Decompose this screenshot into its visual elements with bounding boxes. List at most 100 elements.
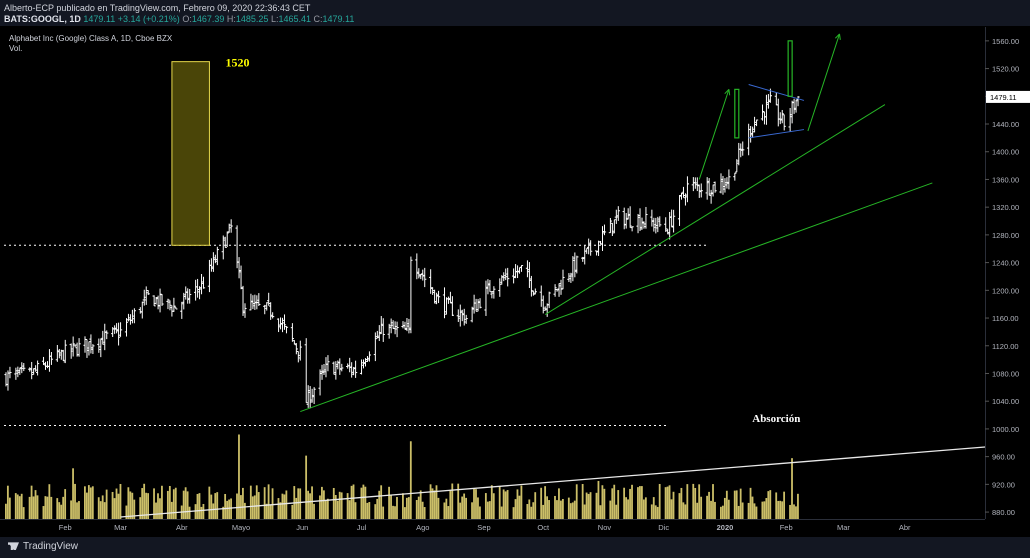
ohlc-bar bbox=[630, 226, 634, 232]
ohlc-bar bbox=[741, 141, 745, 156]
ohlc-bar bbox=[492, 286, 496, 299]
projection-arrow-2-head bbox=[839, 33, 841, 40]
ohlc-bar bbox=[670, 209, 674, 228]
volume-bar bbox=[403, 507, 406, 519]
ohlc-bar bbox=[332, 361, 336, 375]
volume-bar bbox=[642, 499, 645, 519]
volume-bar bbox=[153, 488, 155, 519]
ohlc-bar bbox=[450, 296, 454, 316]
volume-bar bbox=[644, 497, 647, 519]
volume-bar bbox=[299, 488, 302, 519]
volume-bar bbox=[360, 487, 363, 519]
ohlc-bar bbox=[304, 338, 308, 404]
volume-bar bbox=[338, 491, 341, 519]
ohlc-bar bbox=[91, 344, 95, 355]
ohlc-bar bbox=[276, 318, 281, 333]
volume-bar bbox=[324, 500, 327, 519]
volume-bar bbox=[765, 498, 768, 519]
ohlc-bar bbox=[644, 206, 648, 229]
ohlc-bar bbox=[719, 173, 723, 194]
volume-bar bbox=[340, 492, 343, 519]
volume-bar bbox=[50, 496, 53, 519]
volume-bar bbox=[243, 502, 246, 519]
volume-bar bbox=[500, 506, 503, 519]
ohlc-bar bbox=[780, 109, 784, 124]
volume-bar bbox=[354, 502, 357, 519]
tradingview-brand[interactable]: TradingView bbox=[8, 541, 78, 552]
ohlc-bar bbox=[229, 219, 233, 233]
ohlc-bar bbox=[707, 178, 711, 196]
volume-bar bbox=[682, 502, 685, 519]
ohlc-bar bbox=[747, 123, 751, 156]
volume-bar bbox=[445, 498, 448, 519]
ohlc-bar bbox=[292, 340, 296, 345]
volume-bar bbox=[692, 483, 695, 519]
volume-bar bbox=[775, 492, 778, 519]
ohlc-bar bbox=[278, 317, 283, 330]
volume-bar bbox=[739, 488, 742, 519]
volume-bar bbox=[222, 506, 225, 519]
volume-bar bbox=[101, 495, 104, 519]
volume-bar bbox=[540, 487, 543, 519]
volume-bar bbox=[97, 497, 100, 519]
ohlc-bar bbox=[555, 288, 559, 292]
ohlc-bar bbox=[666, 228, 670, 235]
y-tick-label: 960.00 bbox=[992, 453, 1015, 462]
volume-bar bbox=[795, 506, 797, 519]
volume-bar bbox=[16, 494, 19, 519]
volume-bar bbox=[36, 495, 39, 519]
volume-bar bbox=[305, 455, 308, 519]
ohlc-bar bbox=[735, 159, 739, 173]
pole-marker-2 bbox=[787, 40, 793, 97]
volume-bar bbox=[111, 491, 114, 519]
ohlc-bar bbox=[103, 323, 107, 351]
chart-area[interactable]: 880.00 920.00 960.00 1000.00 1040.00 1080.00 1… bbox=[0, 27, 1030, 537]
ohlc-bar bbox=[462, 308, 466, 326]
ohlc-bar bbox=[324, 357, 328, 378]
ohlc-bar bbox=[61, 349, 65, 361]
volume-bar bbox=[30, 485, 33, 519]
ohlc-bar bbox=[751, 126, 755, 138]
volume-bar bbox=[686, 484, 689, 519]
volume-bar bbox=[502, 489, 505, 519]
volume-bar bbox=[200, 506, 203, 519]
ohlc-bar bbox=[709, 189, 713, 204]
volume-bar bbox=[224, 493, 227, 519]
ohlc-bar bbox=[525, 260, 530, 278]
volume-bar bbox=[415, 500, 418, 519]
ohlc-bar bbox=[290, 323, 294, 342]
volume-bar bbox=[558, 488, 560, 519]
ohlc-bar bbox=[387, 323, 391, 339]
ohlc-bar bbox=[30, 361, 34, 380]
ohlc-bar bbox=[622, 207, 626, 230]
ohlc-bar bbox=[71, 336, 75, 357]
volume-bar bbox=[105, 489, 108, 519]
ohlc-bar bbox=[725, 177, 729, 189]
price-chart[interactable]: 880.00 920.00 960.00 1000.00 1040.00 1080.00 1… bbox=[0, 27, 1030, 537]
volume-bar bbox=[157, 493, 159, 519]
ohlc-bar bbox=[144, 286, 148, 305]
ohlc-bar bbox=[557, 283, 561, 297]
y-tick-label: 880.00 bbox=[992, 508, 1015, 517]
volume-bar bbox=[42, 506, 45, 519]
volume-bar bbox=[694, 487, 697, 519]
ohlc-bar bbox=[365, 356, 370, 363]
current-price-tag bbox=[986, 90, 1030, 103]
volume-bar bbox=[159, 498, 161, 519]
volume-bar bbox=[479, 506, 481, 519]
volume-bar bbox=[216, 492, 219, 519]
volume-bar bbox=[279, 502, 282, 519]
volume-bar bbox=[761, 501, 764, 519]
ohlc-bar bbox=[126, 313, 131, 322]
ohlc-bar bbox=[407, 318, 411, 334]
volume-bar bbox=[720, 506, 722, 519]
volume-bar bbox=[212, 503, 215, 519]
ohlc-bar bbox=[470, 306, 474, 323]
ohlc-bar bbox=[156, 295, 160, 310]
ohlc-bar bbox=[249, 293, 253, 311]
volume-bar bbox=[172, 489, 175, 519]
ohlc-bar bbox=[241, 285, 245, 316]
ohlc-bar bbox=[215, 246, 219, 266]
ohlc-bar bbox=[138, 307, 142, 314]
volume-bar bbox=[583, 504, 586, 519]
